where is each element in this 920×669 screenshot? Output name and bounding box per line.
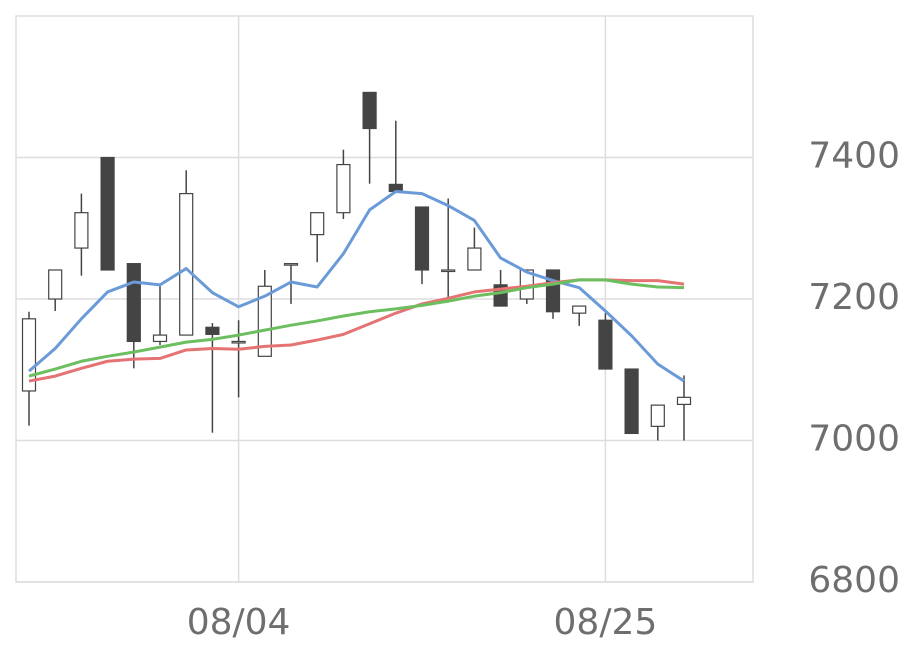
candle-body	[100, 156, 115, 271]
x-tick-label: 08/04	[187, 602, 291, 643]
moving-average-line	[28, 278, 685, 378]
candle-body	[231, 340, 246, 344]
candle-body	[152, 334, 168, 343]
candle-body	[362, 91, 377, 130]
candle-body	[441, 269, 456, 273]
candle-body	[74, 212, 89, 249]
candle-body	[336, 163, 351, 214]
candle-body	[414, 206, 430, 271]
candle-body	[179, 192, 194, 336]
moving-average-line	[28, 189, 685, 383]
x-tick-label: 08/25	[554, 602, 658, 643]
candle-body	[257, 285, 272, 357]
y-tick-label: 7000	[808, 419, 900, 460]
candle-body	[48, 269, 63, 300]
candle-body	[650, 404, 665, 427]
candle-body	[310, 212, 325, 236]
candle-body	[598, 319, 613, 370]
candle-body	[467, 247, 482, 271]
y-tick-label: 7400	[808, 136, 900, 177]
y-tick-label: 6800	[808, 560, 900, 601]
candle-body	[545, 269, 561, 313]
candle-body	[126, 263, 141, 343]
candle-body	[676, 396, 692, 406]
candle-body	[205, 326, 220, 335]
candle-body	[21, 318, 37, 392]
y-tick-label: 7200	[808, 277, 900, 318]
candle-body	[624, 368, 639, 435]
candle-body	[283, 263, 299, 266]
candle-body	[572, 305, 587, 314]
